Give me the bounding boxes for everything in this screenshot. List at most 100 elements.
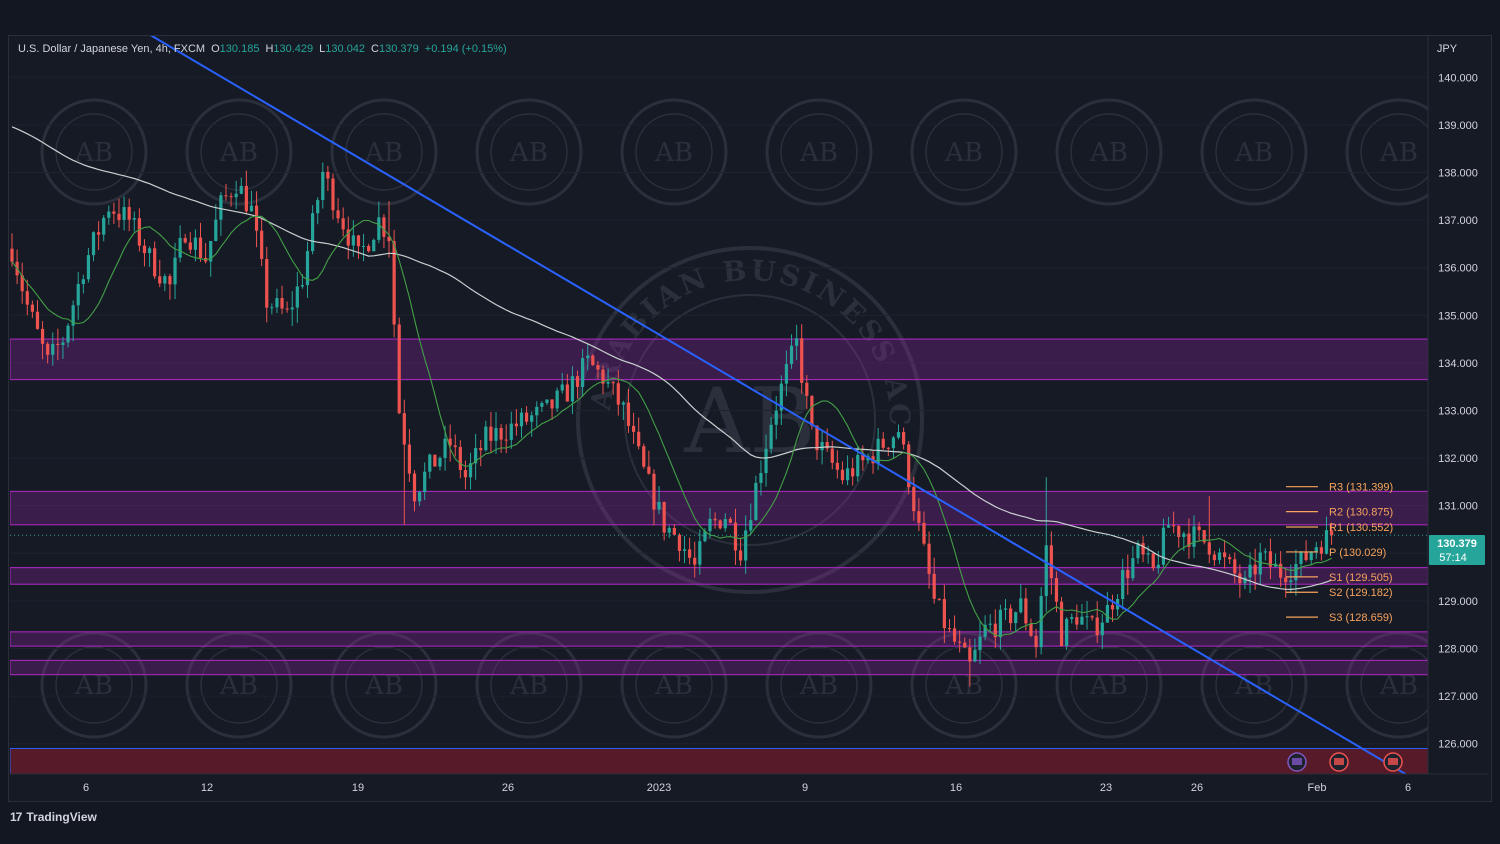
candle[interactable]: [153, 241, 157, 279]
candle[interactable]: [214, 204, 218, 242]
candle[interactable]: [550, 399, 554, 420]
candle[interactable]: [1279, 551, 1283, 588]
candle[interactable]: [596, 361, 600, 380]
candle[interactable]: [382, 213, 386, 249]
candle[interactable]: [448, 424, 452, 462]
candle[interactable]: [784, 350, 789, 397]
candle[interactable]: [927, 531, 931, 589]
candle[interactable]: [952, 615, 957, 645]
candle[interactable]: [998, 604, 1003, 650]
candle[interactable]: [1008, 604, 1013, 631]
candle[interactable]: [1065, 617, 1069, 650]
candle[interactable]: [591, 353, 595, 366]
candle[interactable]: [1268, 538, 1273, 580]
candle[interactable]: [728, 516, 732, 524]
candle[interactable]: [1294, 549, 1298, 596]
candle[interactable]: [565, 374, 569, 402]
candle[interactable]: [1212, 550, 1216, 567]
candle[interactable]: [260, 217, 264, 266]
candle[interactable]: [1258, 543, 1262, 586]
candle[interactable]: [127, 198, 131, 232]
candle[interactable]: [545, 399, 549, 406]
candle[interactable]: [316, 197, 320, 225]
candle[interactable]: [575, 370, 580, 399]
candle[interactable]: [372, 238, 376, 252]
candle[interactable]: [937, 598, 941, 601]
candle[interactable]: [1314, 541, 1318, 559]
candle[interactable]: [662, 501, 666, 541]
sr-zone[interactable]: [10, 659, 1428, 676]
candle[interactable]: [1054, 571, 1059, 613]
candle[interactable]: [224, 184, 228, 201]
candle[interactable]: [795, 324, 799, 361]
candle[interactable]: [1090, 614, 1094, 621]
candle[interactable]: [514, 409, 518, 436]
candle[interactable]: [1192, 515, 1196, 559]
candle[interactable]: [188, 232, 192, 254]
candle[interactable]: [1100, 613, 1104, 650]
candle[interactable]: [76, 271, 80, 320]
candle[interactable]: [30, 300, 34, 319]
candle[interactable]: [698, 529, 702, 575]
candle[interactable]: [249, 190, 254, 212]
candle[interactable]: [254, 191, 259, 248]
candle[interactable]: [1075, 604, 1079, 630]
candle[interactable]: [611, 381, 615, 395]
candle[interactable]: [504, 424, 508, 454]
candle[interactable]: [973, 638, 977, 663]
candle[interactable]: [1003, 598, 1008, 621]
candle[interactable]: [530, 411, 534, 437]
candle[interactable]: [61, 336, 65, 359]
candle[interactable]: [468, 452, 473, 490]
candle[interactable]: [754, 475, 758, 521]
candle[interactable]: [132, 211, 136, 232]
candle[interactable]: [1121, 558, 1125, 610]
candle[interactable]: [830, 440, 834, 470]
candle[interactable]: [163, 273, 167, 292]
candle[interactable]: [173, 242, 177, 300]
candle[interactable]: [168, 273, 172, 300]
candle[interactable]: [46, 341, 50, 364]
candle[interactable]: [820, 431, 824, 465]
candle[interactable]: [1166, 516, 1171, 528]
sr-zone[interactable]: [10, 566, 1428, 585]
candle[interactable]: [1319, 540, 1323, 561]
tradingview-logo[interactable]: 17 TradingView: [10, 810, 97, 824]
candle[interactable]: [290, 291, 294, 326]
candle[interactable]: [896, 424, 901, 440]
candle[interactable]: [285, 301, 289, 313]
lightning-icon[interactable]: [1287, 752, 1307, 772]
candle[interactable]: [183, 233, 187, 244]
candle[interactable]: [1161, 518, 1166, 567]
candle[interactable]: [453, 434, 457, 457]
candle[interactable]: [988, 614, 992, 633]
candle[interactable]: [535, 401, 539, 427]
candle[interactable]: [1284, 568, 1288, 598]
candle[interactable]: [336, 198, 340, 224]
candle[interactable]: [178, 225, 182, 263]
candle[interactable]: [616, 370, 620, 416]
candle[interactable]: [229, 192, 233, 207]
candle[interactable]: [958, 630, 962, 653]
candle[interactable]: [122, 196, 126, 231]
candle[interactable]: [438, 456, 442, 471]
candle[interactable]: [581, 348, 585, 397]
candle[interactable]: [117, 198, 121, 228]
candle[interactable]: [97, 221, 101, 251]
candle[interactable]: [81, 274, 85, 294]
candle[interactable]: [402, 399, 406, 525]
candle[interactable]: [204, 242, 208, 264]
candle[interactable]: [733, 508, 738, 565]
candle[interactable]: [1044, 477, 1048, 612]
candle[interactable]: [922, 511, 926, 546]
candle[interactable]: [642, 443, 646, 469]
sr-zone[interactable]: [10, 631, 1428, 647]
candle[interactable]: [112, 202, 116, 225]
candle[interactable]: [331, 173, 335, 220]
us-flag-icon[interactable]: [1383, 752, 1403, 772]
candle[interactable]: [621, 400, 625, 420]
candle[interactable]: [239, 177, 243, 195]
candle[interactable]: [1197, 521, 1201, 542]
candle[interactable]: [423, 462, 427, 501]
candle[interactable]: [978, 620, 982, 664]
